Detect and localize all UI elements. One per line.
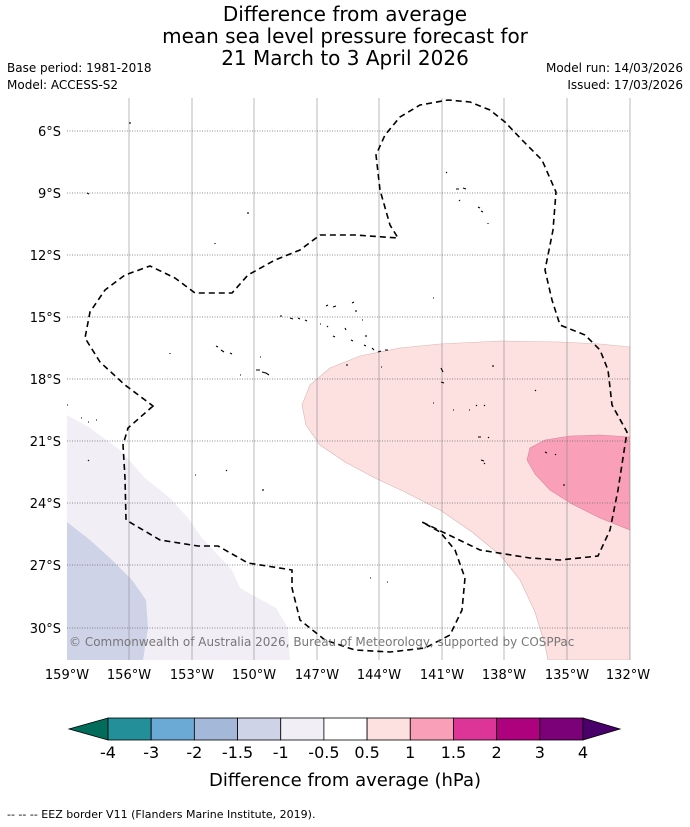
lon-label: 132°W (606, 668, 650, 683)
eez-border (84, 99, 628, 653)
negative-anomaly-medium (67, 522, 148, 660)
lon-label: 147°W (295, 668, 339, 683)
colorbar-cell (366, 717, 411, 741)
lat-label: 27°S (30, 559, 61, 574)
lat-label: 12°S (30, 249, 61, 264)
lon-label: 156°W (107, 668, 151, 683)
colorbar-tick-label: -1 (273, 743, 289, 762)
latitude-labels: 6°S 9°S 12°S 15°S 18°S 21°S 24°S 27°S 30… (30, 125, 61, 637)
colorbar-tick-label: 0.5 (354, 743, 379, 762)
issued-date: Issued: 17/03/2026 (567, 78, 683, 92)
colorbar-tick-label: -3 (143, 743, 159, 762)
positive-anomaly-light (301, 340, 630, 660)
anomaly-field (67, 340, 630, 660)
colorbar-cell (280, 717, 325, 741)
lat-label: 9°S (38, 187, 61, 202)
model-run: Model run: 14/03/2026 (545, 61, 683, 75)
colorbar-cell (409, 717, 454, 741)
lon-label: 141°W (420, 668, 464, 683)
colorbar-tick-label: -1.5 (222, 743, 253, 762)
colorbar-tick-label: 1.5 (441, 743, 466, 762)
colorbar-tick-label: 1 (405, 743, 415, 762)
lon-label: 153°W (170, 668, 214, 683)
colorbar-cell (453, 717, 498, 741)
lat-label: 24°S (30, 497, 61, 512)
base-period: Base period: 1981-2018 (7, 61, 152, 75)
colorbar-cell (107, 717, 152, 741)
colorbar-tick-label: -4 (100, 743, 116, 762)
eez-legend-note: -- -- -- EEZ border V11 (Flanders Marine… (7, 808, 316, 821)
title-line-3: 21 March to 3 April 2026 (221, 46, 469, 70)
colorbar-cell (496, 717, 541, 741)
colorbar-cell (237, 717, 282, 741)
colorbar-low-extend (67, 717, 109, 741)
colorbar-tick-label: 4 (578, 743, 588, 762)
positive-anomaly-medium (526, 434, 630, 531)
islands (67, 122, 565, 583)
colorbar-cells (107, 717, 584, 741)
colorbar-tick-label: 2 (492, 743, 502, 762)
colorbar-cell (193, 717, 238, 741)
lon-label: 159°W (45, 668, 89, 683)
lon-label: 144°W (357, 668, 401, 683)
lon-label: 135°W (545, 668, 589, 683)
colorbar: -4 -3 -2 -1.5 -1 -0.5 0.5 1 1.5 2 3 4 (67, 717, 622, 762)
title-line-2: mean sea level pressure forecast for (162, 24, 528, 48)
colorbar-label: Difference from average (hPa) (208, 770, 482, 791)
lat-label: 6°S (38, 125, 61, 140)
colorbar-tick-label: -2 (186, 743, 202, 762)
colorbar-tick-label: 3 (535, 743, 545, 762)
colorbar-ticks: -4 -3 -2 -1.5 -1 -0.5 0.5 1 1.5 2 3 4 (100, 743, 588, 762)
lat-label: 18°S (30, 373, 61, 388)
colorbar-tick-label: -0.5 (308, 743, 339, 762)
colorbar-high-extend (582, 717, 622, 741)
lat-label: 15°S (30, 311, 61, 326)
lat-label: 21°S (30, 435, 61, 450)
title-line-1: Difference from average (222, 2, 468, 26)
lon-label: 150°W (232, 668, 276, 683)
longitude-labels: 159°W 156°W 153°W 150°W 147°W 144°W 141°… (45, 668, 650, 683)
copyright-credit: © Commonwealth of Australia 2026, Bureau… (69, 635, 574, 649)
colorbar-cell (323, 717, 368, 741)
colorbar-cell (150, 717, 195, 741)
colorbar-cell (539, 717, 584, 741)
lat-label: 30°S (30, 622, 61, 637)
lon-label: 138°W (482, 668, 526, 683)
model-name: Model: ACCESS-S2 (7, 78, 119, 92)
